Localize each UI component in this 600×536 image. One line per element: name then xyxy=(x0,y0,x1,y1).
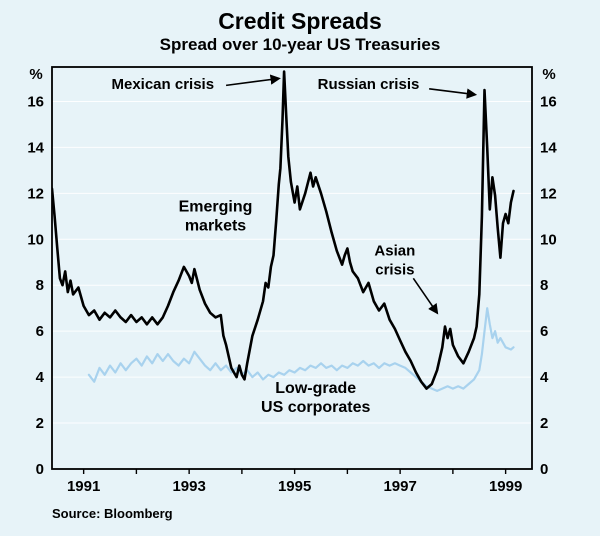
y-tick-label-right: 12 xyxy=(540,185,557,202)
unit-label-right: % xyxy=(542,66,555,83)
x-tick-label: 1995 xyxy=(278,478,311,495)
y-tick-label-left: 12 xyxy=(27,185,44,202)
x-tick-label: 1993 xyxy=(172,478,205,495)
plot-border xyxy=(51,66,533,470)
series-label: Emerging xyxy=(179,199,253,216)
x-tick-label: 1999 xyxy=(489,478,522,495)
y-tick-label-left: 14 xyxy=(27,139,44,156)
credit-spreads-line-chart: 1991 1993 1995 1997 1999 0 0 2 2 4 4 6 6 8 8 10 10 12 12 14… xyxy=(27,66,557,495)
y-tick-label-left: 8 xyxy=(36,277,44,294)
chart-title: Credit Spreads xyxy=(218,8,382,34)
y-tick-label-right: 16 xyxy=(540,93,557,110)
asian-crisis-label: Asian xyxy=(374,242,415,259)
y-tick-label-right: 10 xyxy=(540,231,557,248)
source-note: Source: Bloomberg xyxy=(52,506,173,521)
y-tick-label-left: 16 xyxy=(27,93,44,110)
x-tick-label: 1997 xyxy=(383,478,416,495)
y-tick-label-right: 14 xyxy=(540,139,557,156)
y-tick-label-left: 6 xyxy=(36,323,44,340)
mexican-crisis-arrow xyxy=(225,74,281,87)
low-grade-us-corporates-line xyxy=(87,307,515,392)
emerging-markets-line xyxy=(52,70,515,390)
asian-crisis-label: crisis xyxy=(375,261,414,278)
series-group xyxy=(52,70,515,392)
russian-crisis-arrow xyxy=(429,88,478,99)
series-label: US corporates xyxy=(261,399,370,416)
y-tick-label-left: 10 xyxy=(27,231,44,248)
y-tick-label-right: 0 xyxy=(540,461,548,478)
y-tick-label-left: 0 xyxy=(36,461,44,478)
mexican-crisis-label: Mexican crisis xyxy=(111,76,214,93)
y-tick-label-right: 8 xyxy=(540,277,548,294)
asian-crisis-arrow xyxy=(412,277,439,315)
chart-area: 1991 1993 1995 1997 1999 0 0 2 2 4 4 6 6 8 8 10 10 12 12 14… xyxy=(0,57,600,502)
y-tick-label-right: 4 xyxy=(540,369,549,386)
x-tick-label: 1991 xyxy=(67,478,100,495)
y-tick-label-left: 2 xyxy=(36,415,44,432)
series-label: markets xyxy=(185,218,246,235)
y-tick-label-left: 4 xyxy=(36,369,45,386)
chart-subtitle: Spread over 10-year US Treasuries xyxy=(159,35,441,54)
series-label: Low-grade xyxy=(275,380,356,397)
y-tick-label-right: 2 xyxy=(540,415,548,432)
unit-label-left: % xyxy=(29,66,42,83)
russian-crisis-label: Russian crisis xyxy=(318,76,420,93)
y-tick-label-right: 6 xyxy=(540,323,548,340)
